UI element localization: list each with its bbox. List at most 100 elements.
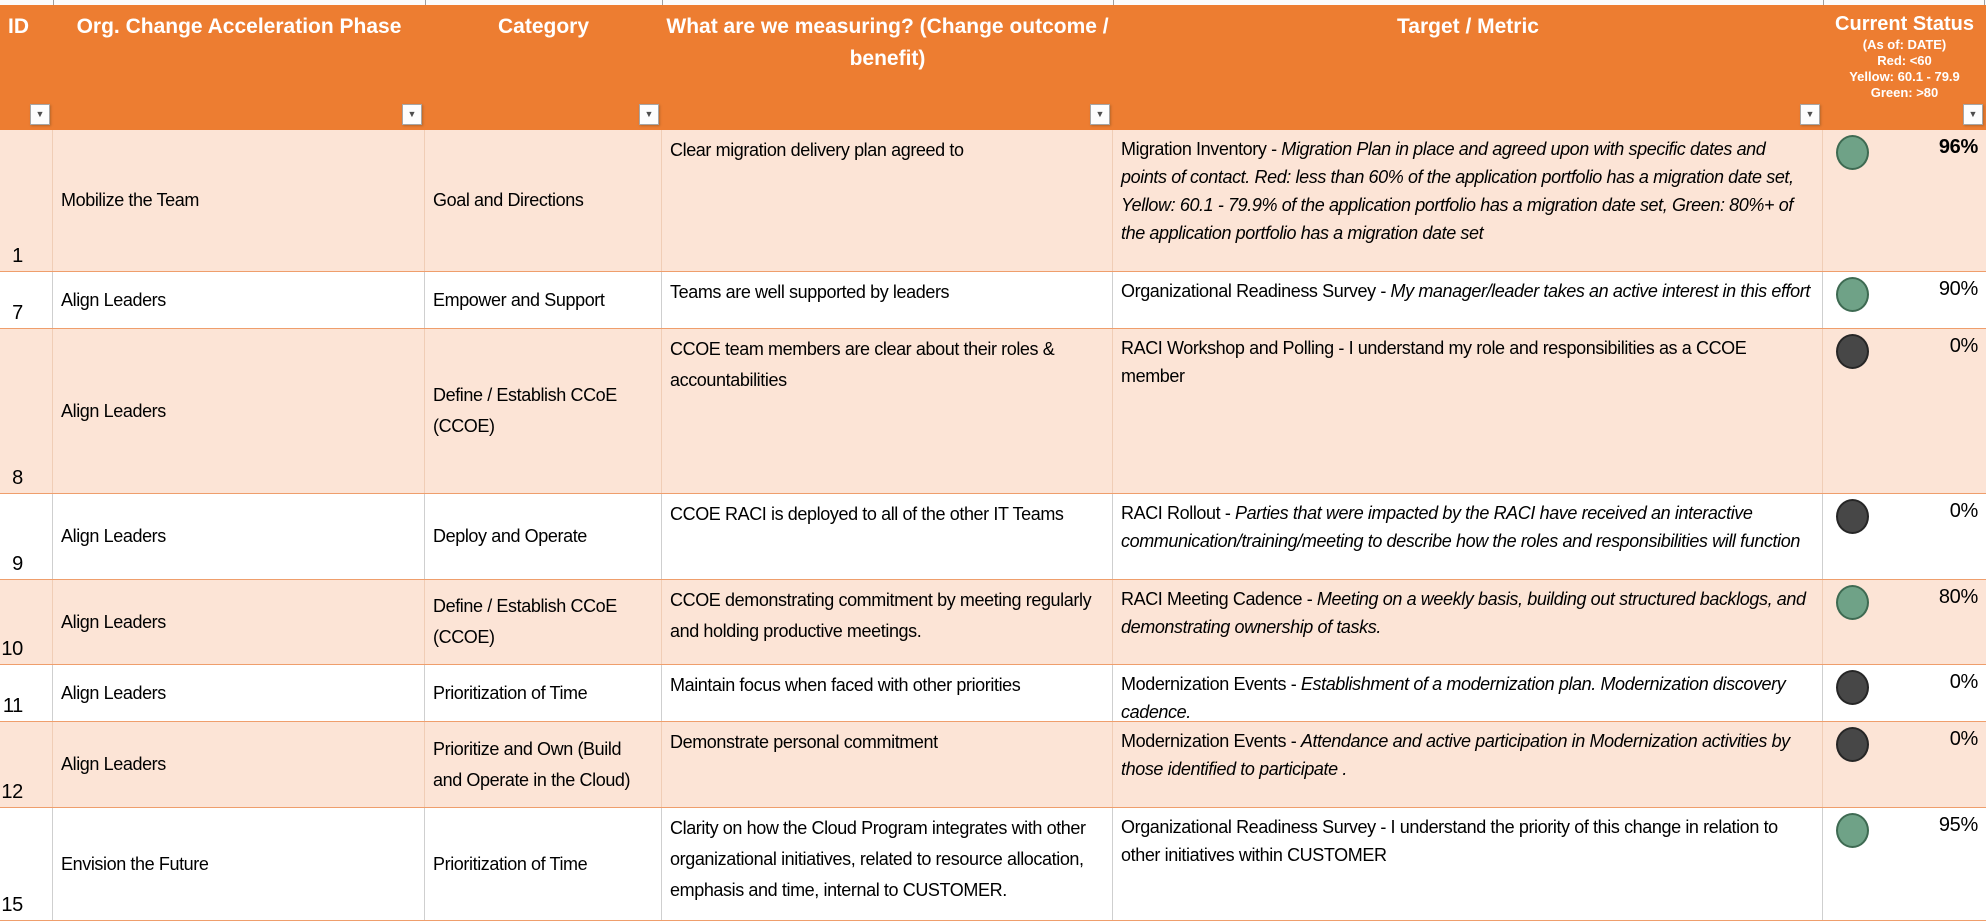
column-header-id[interactable]: ID ▼ [0, 5, 53, 130]
cell-category[interactable]: Empower and Support [425, 272, 662, 328]
row-id: 12 [1, 781, 23, 803]
cell-status[interactable]: 0% [1823, 494, 1986, 579]
cell-target[interactable]: RACI Rollout - Parties that were impacte… [1113, 494, 1823, 579]
cell-status[interactable]: 95% [1823, 808, 1986, 920]
filter-dropdown-icon: ▼ [407, 109, 417, 119]
measuring-text: Clarity on how the Cloud Program integra… [670, 818, 1086, 900]
cell-status[interactable]: 90% [1823, 272, 1986, 328]
cell-target[interactable]: Migration Inventory - Migration Plan in … [1113, 130, 1823, 271]
cell-phase[interactable]: Align Leaders [53, 329, 425, 493]
cell-category[interactable]: Prioritize and Own (Build and Operate in… [425, 722, 662, 807]
cell-measuring[interactable]: CCOE demonstrating commitment by meeting… [662, 580, 1113, 664]
cell-measuring[interactable]: Demonstrate personal commitment [662, 722, 1113, 807]
cell-id[interactable]: 12 [0, 722, 53, 807]
target-metric-name: Organizational Readiness Survey - I unde… [1121, 817, 1778, 865]
column-header-status[interactable]: Current Status (As of: DATE) Red: <60 Ye… [1823, 5, 1986, 130]
row-id: 15 [1, 894, 23, 916]
cell-id[interactable]: 7 [0, 272, 53, 328]
cell-id[interactable]: 11 [0, 665, 53, 721]
cell-phase[interactable]: Mobilize the Team [53, 130, 425, 271]
cell-measuring[interactable]: Clarity on how the Cloud Program integra… [662, 808, 1113, 920]
status-value: 0% [1949, 728, 1979, 750]
column-header-measuring-label: What are we measuring? (Change outcome /… [666, 15, 1109, 70]
cell-target[interactable]: RACI Workshop and Polling - I understand… [1113, 329, 1823, 493]
cell-measuring[interactable]: Maintain focus when faced with other pri… [662, 665, 1113, 721]
column-header-phase[interactable]: Org. Change Acceleration Phase ▼ [53, 5, 425, 130]
target-metric-detail: Attendance and active participation in M… [1121, 731, 1790, 779]
status-asof-note: (As of: DATE) [1862, 37, 1947, 52]
status-yellow-rule: Yellow: 60.1 - 79.9 [1849, 69, 1960, 84]
status-indicator-circle [1836, 670, 1869, 705]
cell-id[interactable]: 10 [0, 580, 53, 664]
cell-status[interactable]: 96% [1823, 130, 1986, 271]
gridline-tick [1984, 0, 1985, 5]
phase-text: Align Leaders [61, 400, 166, 421]
target-metric-name: RACI Meeting Cadence - [1121, 589, 1317, 609]
cell-measuring[interactable]: Teams are well supported by leaders [662, 272, 1113, 328]
cell-target[interactable]: Modernization Events - Attendance and ac… [1113, 722, 1823, 807]
cell-phase[interactable]: Envision the Future [53, 808, 425, 920]
cell-measuring[interactable]: Clear migration delivery plan agreed to [662, 130, 1113, 271]
cell-category[interactable]: Deploy and Operate [425, 494, 662, 579]
cell-id[interactable]: 8 [0, 329, 53, 493]
status-value: 95% [1938, 814, 1978, 836]
cell-status[interactable]: 80% [1823, 580, 1986, 664]
status-value: 0% [1949, 335, 1979, 357]
gridline-strip [0, 0, 1986, 5]
column-header-measuring[interactable]: What are we measuring? (Change outcome /… [662, 5, 1113, 130]
table-row: 11 Align Leaders Prioritization of Time … [0, 665, 1986, 722]
phase-text: Mobilize the Team [61, 190, 199, 210]
cell-category[interactable]: Prioritization of Time [425, 665, 662, 721]
column-header-target[interactable]: Target / Metric ▼ [1113, 5, 1823, 130]
filter-button-target[interactable]: ▼ [1800, 104, 1820, 125]
target-metric-detail: Meeting on a weekly basis, building out … [1121, 589, 1806, 637]
cell-phase[interactable]: Align Leaders [53, 494, 425, 579]
row-id: 7 [12, 302, 23, 324]
filter-button-measuring[interactable]: ▼ [1090, 104, 1110, 125]
filter-button-id[interactable]: ▼ [30, 104, 50, 125]
gridline-tick [53, 0, 54, 5]
cell-id[interactable]: 9 [0, 494, 53, 579]
cell-phase[interactable]: Align Leaders [53, 580, 425, 664]
cell-measuring[interactable]: CCOE team members are clear about their … [662, 329, 1113, 493]
filter-dropdown-icon: ▼ [1805, 109, 1815, 119]
measuring-text: CCOE RACI is deployed to all of the othe… [670, 504, 1064, 524]
cell-measuring[interactable]: CCOE RACI is deployed to all of the othe… [662, 494, 1113, 579]
cell-phase[interactable]: Align Leaders [53, 665, 425, 721]
cell-status[interactable]: 0% [1823, 329, 1986, 493]
cell-id[interactable]: 15 [0, 808, 53, 920]
cell-category[interactable]: Goal and Directions [425, 130, 662, 271]
filter-button-category[interactable]: ▼ [639, 104, 659, 125]
cell-status[interactable]: 0% [1823, 665, 1986, 721]
status-value: 0% [1949, 671, 1979, 693]
cell-target[interactable]: Organizational Readiness Survey - My man… [1113, 272, 1823, 328]
cell-target[interactable]: Modernization Events - Establishment of … [1113, 665, 1823, 721]
target-metric-detail: Establishment of a modernization plan. M… [1121, 674, 1786, 721]
cell-target[interactable]: RACI Meeting Cadence - Meeting on a week… [1113, 580, 1823, 664]
cell-category[interactable]: Define / Establish CCoE (CCOE) [425, 329, 662, 493]
cell-target[interactable]: Organizational Readiness Survey - I unde… [1113, 808, 1823, 920]
table-row: 1 Mobilize the Team Goal and Directions … [0, 130, 1986, 272]
column-header-category[interactable]: Category ▼ [425, 5, 662, 130]
target-metric-name: RACI Rollout - [1121, 503, 1236, 523]
cell-id[interactable]: 1 [0, 130, 53, 271]
category-text: Prioritization of Time [433, 682, 588, 703]
cell-category[interactable]: Define / Establish CCoE (CCOE) [425, 580, 662, 664]
cell-phase[interactable]: Align Leaders [53, 272, 425, 328]
filter-button-phase[interactable]: ▼ [402, 104, 422, 125]
filter-button-status[interactable]: ▼ [1963, 104, 1983, 125]
row-id: 9 [12, 553, 23, 575]
status-green-rule: Green: >80 [1870, 85, 1939, 100]
status-value: 90% [1938, 278, 1978, 300]
cell-phase[interactable]: Align Leaders [53, 722, 425, 807]
measuring-text: Maintain focus when faced with other pri… [670, 675, 1021, 695]
status-indicator-circle [1836, 499, 1869, 534]
cell-category[interactable]: Prioritization of Time [425, 808, 662, 920]
category-text: Goal and Directions [433, 190, 584, 210]
column-header-id-label: ID [8, 15, 29, 38]
phase-text: Align Leaders [61, 754, 166, 774]
row-id: 8 [12, 467, 23, 489]
status-indicator-circle [1836, 813, 1869, 848]
cell-status[interactable]: 0% [1823, 722, 1986, 807]
status-indicator-circle [1836, 334, 1869, 369]
